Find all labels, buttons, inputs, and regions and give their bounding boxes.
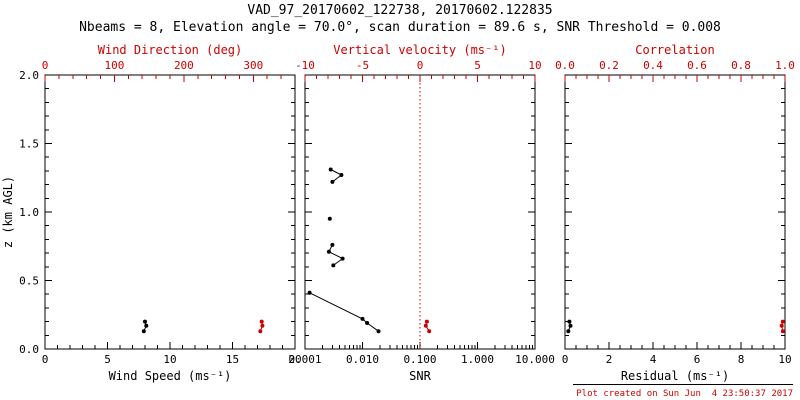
top-tick-label: 0.0 (555, 59, 575, 72)
data-point (424, 319, 429, 324)
panel-residual: 0 2 4 6 8 10 Residual (ms⁻¹) 0.0 0.2 0.4 0.6 0.8 1.0… (555, 43, 795, 383)
top-tick-label: 200 (174, 59, 194, 72)
data-point (376, 329, 381, 334)
data-point (568, 323, 573, 328)
top-axis-title: Wind Direction (deg) (98, 43, 243, 57)
top-axis-title: Correlation (635, 43, 714, 57)
data-point (780, 319, 785, 324)
plot-timestamp: Plot created on Sun Jun 4 23:50:37 2017 (576, 389, 793, 399)
top-tick-label: 0.4 (643, 59, 663, 72)
x-tick-label: 6 (694, 353, 701, 366)
snr-profile-upper-series (328, 167, 344, 184)
snr-profile-mid-series (326, 242, 345, 268)
snr-profile-mid-line (328, 244, 344, 266)
x-tick-label: 10 (163, 353, 176, 366)
x-tick-label: 0.100 (403, 353, 436, 366)
data-point (331, 263, 336, 268)
top-tick-label: -10 (295, 59, 315, 72)
panel-frame (564, 74, 786, 350)
x-tick-label: 0 (42, 353, 49, 366)
data-point (427, 329, 432, 334)
top-tick-label: 0 (417, 59, 424, 72)
data-point (365, 321, 370, 325)
x-tick-label: 2 (606, 353, 613, 366)
wind-direction-series (258, 319, 265, 334)
x-tick-label: 15 (226, 353, 239, 366)
x-tick-label: 1.000 (461, 353, 494, 366)
y-tick-label: 2.0 (19, 69, 39, 82)
data-point (144, 323, 149, 328)
data-point (141, 329, 146, 334)
top-tick-label: 0.2 (599, 59, 619, 72)
x-tick-label: 10.000 (515, 353, 555, 366)
y-tick-label: 1.5 (19, 138, 39, 151)
snr-profile-lower-line (309, 292, 379, 332)
data-point (330, 242, 335, 247)
data-point (143, 319, 147, 324)
top-tick-label: 300 (243, 59, 263, 72)
data-point (307, 290, 312, 295)
top-axis-title: Vertical velocity (ms⁻¹) (333, 43, 506, 57)
x-axis-title: Wind Speed (ms⁻¹) (109, 369, 232, 383)
top-tick-label: 5 (474, 59, 481, 72)
data-point (779, 323, 784, 328)
data-point (567, 319, 572, 324)
residual-series (566, 319, 573, 334)
data-point (360, 316, 365, 321)
y-tick-label: 1.0 (19, 206, 39, 219)
data-point (327, 216, 332, 221)
data-point (326, 249, 331, 254)
snr-profile-isolated-series (327, 216, 332, 221)
data-point (566, 329, 571, 334)
data-point (328, 167, 333, 172)
correlation-series (779, 319, 785, 334)
vertical-velocity-series (423, 319, 432, 334)
top-tick-label: 10 (528, 59, 541, 72)
data-point (260, 323, 265, 328)
wind-speed-series (141, 319, 149, 334)
data-point (340, 256, 345, 261)
panel-snr: 0.001 0.010 0.100 1.000 10.000 SNR -10 -5 0 5 10 Ve… (288, 43, 554, 383)
data-point (259, 319, 264, 324)
data-point (339, 173, 344, 177)
plot-title: VAD_97_20170602_122738, 20170602.122835 (247, 3, 552, 18)
x-tick-label: 4 (650, 353, 657, 366)
top-tick-label: -5 (356, 59, 369, 72)
x-axis-title: Residual (ms⁻¹) (621, 369, 729, 383)
data-point (780, 329, 785, 334)
y-axis-label: z (km AGL) (1, 176, 15, 248)
data-point (423, 323, 428, 328)
x-tick-label: 0.001 (288, 353, 321, 366)
x-tick-label: 20 (288, 353, 301, 366)
x-tick-label: 0 (562, 353, 569, 366)
top-tick-label: 1.0 (775, 59, 795, 72)
top-tick-label: 0 (42, 59, 49, 72)
panel-frame (44, 74, 296, 350)
x-tick-label: 10 (778, 353, 791, 366)
top-tick-label: 100 (105, 59, 125, 72)
x-tick-label: 5 (104, 353, 111, 366)
data-point (258, 329, 263, 334)
y-tick-label: 0.0 (19, 343, 39, 356)
panel-wind: 0 5 10 15 20 Wind Speed (ms⁻¹) 0 100 200 300Wind … (19, 43, 302, 383)
y-tick-label: 0.5 (19, 275, 39, 288)
data-point (330, 179, 335, 184)
x-tick-label: 0.010 (346, 353, 379, 366)
top-tick-label: 0.8 (731, 59, 751, 72)
x-tick-label: 8 (738, 353, 745, 366)
snr-profile-lower-series (307, 290, 381, 334)
top-tick-label: 0.6 (687, 59, 707, 72)
plot-subtitle: Nbeams = 8, Elevation angle = 70.0°, sca… (79, 20, 721, 35)
x-axis-title: SNR (409, 369, 431, 383)
